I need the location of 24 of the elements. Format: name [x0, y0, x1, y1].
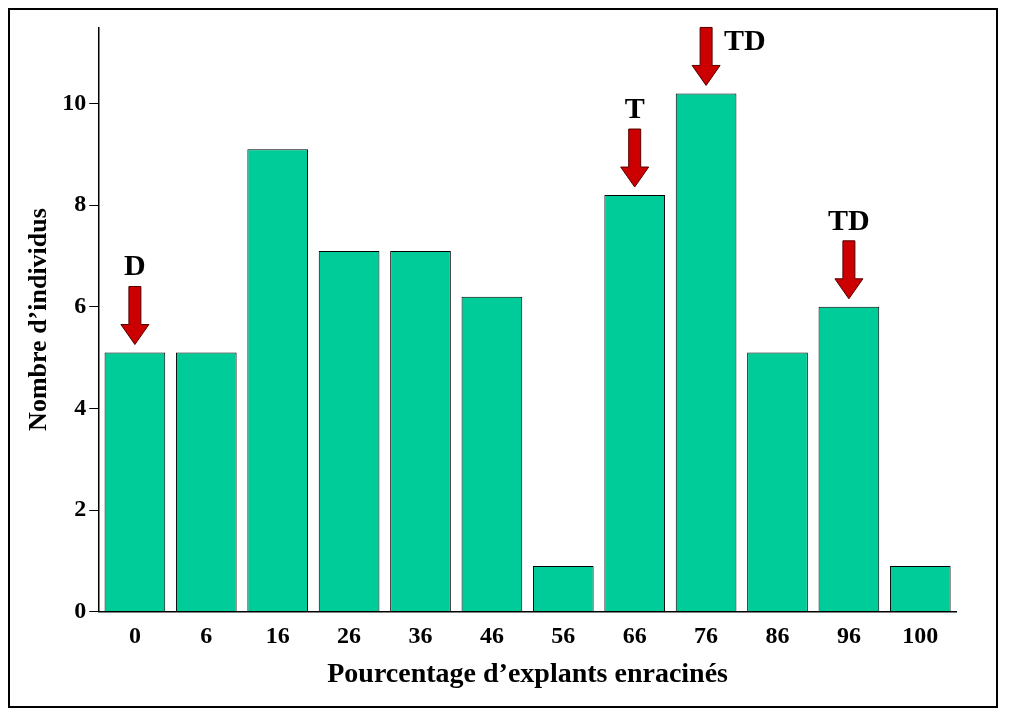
- x-axis-title: Pourcentage d’explants enracinés: [327, 657, 729, 689]
- x-tick-label: 86: [765, 622, 790, 649]
- y-tick-label: 10: [62, 88, 87, 115]
- x-tick-label: 16: [265, 622, 290, 649]
- annotation: D: [124, 248, 146, 282]
- x-tick-label: 100: [902, 622, 939, 649]
- x-tick-label: 36: [408, 622, 433, 649]
- annotation: T: [624, 90, 645, 124]
- x-tick-label: 96: [836, 622, 861, 649]
- x-tick-label: 46: [479, 622, 504, 649]
- y-tick-label: 0: [74, 596, 87, 623]
- y-tick-label: 4: [74, 393, 87, 420]
- x-tick-label: 26: [337, 622, 362, 649]
- x-tick-label: 56: [551, 622, 576, 649]
- annotation: TD: [724, 23, 766, 57]
- annotation: TD: [828, 202, 870, 236]
- y-tick-label: 6: [74, 292, 87, 318]
- y-tick-label: 8: [74, 190, 87, 217]
- y-tick-label: 2: [74, 495, 87, 522]
- x-tick-label: 0: [128, 622, 141, 649]
- x-tick-label: 66: [622, 622, 647, 649]
- x-tick-label: 76: [694, 622, 719, 649]
- x-tick-label: 6: [200, 622, 213, 649]
- y-axis-title: Nombre d’individus: [23, 208, 53, 431]
